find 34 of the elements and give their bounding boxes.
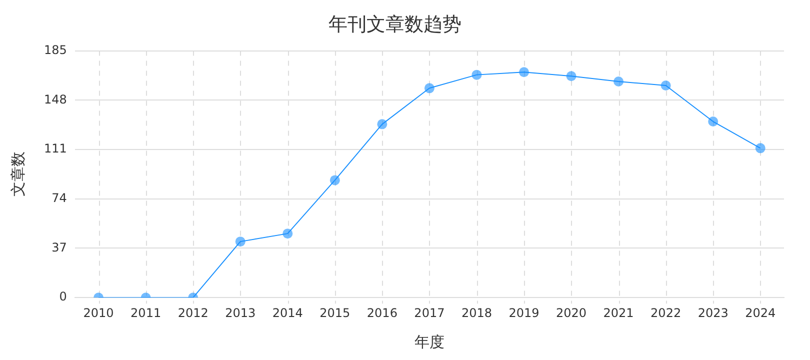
point — [424, 83, 434, 94]
y-tick-label: 148 — [44, 92, 67, 106]
x-tick-label: 2024 — [745, 306, 776, 320]
y-tick-label: 185 — [44, 42, 67, 57]
point — [519, 67, 529, 78]
x-tick-label: 2021 — [603, 306, 634, 320]
point — [660, 80, 671, 90]
x-tick-label: 2023 — [698, 306, 728, 320]
x-tick-label: 2013 — [225, 306, 256, 320]
y-tick-label: 0 — [59, 290, 67, 304]
chart-title: 年刊文章数趋势 — [328, 13, 462, 36]
x-tick-label: 2019 — [508, 306, 540, 320]
point — [755, 143, 766, 154]
x-axis-title: 年度 — [414, 332, 444, 351]
point — [614, 76, 624, 86]
x-tick-label: 2010 — [83, 306, 114, 320]
point — [566, 71, 576, 82]
y-tick-label: 111 — [44, 142, 67, 156]
x-tick-label: 2022 — [650, 306, 682, 320]
point — [472, 70, 482, 80]
x-tick-label: 2020 — [556, 306, 587, 320]
x-tick-label: 2014 — [272, 306, 303, 320]
x-tick-label: 2016 — [366, 306, 398, 320]
x-tick-label: 2012 — [178, 306, 208, 320]
x-tick-label: 2011 — [130, 306, 162, 320]
x-tick-label: 2015 — [320, 306, 350, 320]
y-tick-label: 74 — [52, 191, 67, 206]
point — [377, 119, 388, 130]
x-tick-label: 2017 — [414, 306, 445, 320]
point — [330, 175, 340, 186]
y-axis-title: 文章数 — [8, 152, 27, 197]
point — [708, 116, 718, 127]
y-tick-label: 37 — [52, 240, 67, 254]
x-tick-label: 2018 — [461, 306, 492, 320]
